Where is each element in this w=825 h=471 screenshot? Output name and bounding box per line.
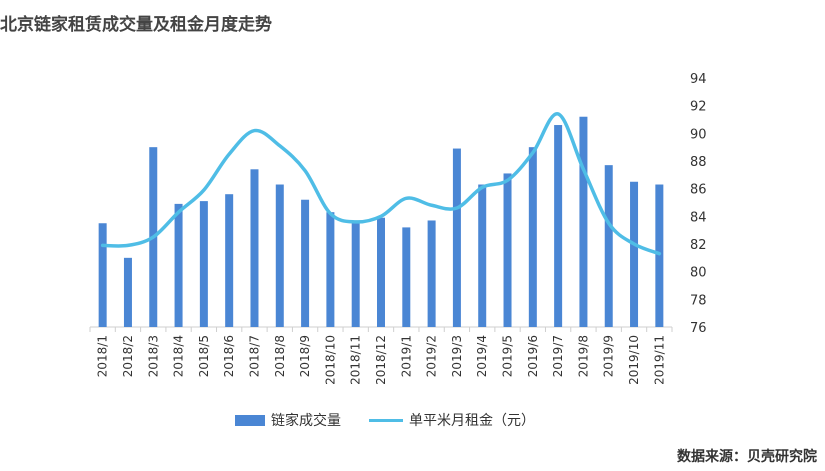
bar-2018/5 bbox=[199, 201, 208, 327]
y-tick-label-94: 94 bbox=[690, 72, 707, 87]
legend-item-bar: 链家成交量 bbox=[235, 410, 341, 430]
bar-2018/8 bbox=[275, 184, 284, 327]
x-tick-label-2019/1: 2019/1 bbox=[399, 335, 413, 377]
x-tick-label-2018/2: 2018/2 bbox=[121, 335, 135, 377]
bar-2018/12 bbox=[377, 217, 385, 327]
bar-2019/5 bbox=[503, 173, 512, 327]
bar-2018/2 bbox=[123, 257, 132, 327]
bar-2018/6 bbox=[225, 194, 234, 327]
bar-2018/4 bbox=[174, 203, 183, 327]
y-tick-label-84: 84 bbox=[690, 210, 707, 225]
x-tick-label-2019/11: 2019/11 bbox=[652, 335, 666, 385]
bar-2018/1 bbox=[98, 223, 107, 327]
legend-item-line: 单平米月租金（元） bbox=[369, 410, 535, 430]
legend-line-swatch bbox=[369, 418, 403, 422]
legend: 链家成交量 单平米月租金（元） bbox=[235, 410, 563, 430]
bar-2019/8 bbox=[579, 116, 588, 327]
x-tick-label-2019/5: 2019/5 bbox=[501, 335, 515, 377]
bar-2018/9 bbox=[301, 199, 310, 327]
bar-2019/6 bbox=[528, 147, 537, 327]
legend-line-label: 单平米月租金（元） bbox=[409, 413, 535, 429]
x-tick-label-2018/8: 2018/8 bbox=[273, 335, 287, 377]
x-tick-label-2019/8: 2019/8 bbox=[576, 335, 590, 377]
bar-2018/7 bbox=[250, 169, 259, 327]
x-tick-label-2018/12: 2018/12 bbox=[374, 335, 388, 385]
y-tick-label-88: 88 bbox=[690, 155, 707, 170]
x-tick-label-2018/4: 2018/4 bbox=[172, 335, 186, 377]
x-tick-label-2019/4: 2019/4 bbox=[475, 335, 489, 377]
x-tick-label-2018/9: 2018/9 bbox=[298, 335, 312, 377]
x-tick-label-2019/3: 2019/3 bbox=[450, 335, 464, 377]
x-tick-label-2018/1: 2018/1 bbox=[96, 335, 110, 377]
x-tick-label-2019/6: 2019/6 bbox=[526, 335, 540, 377]
y-tick-label-82: 82 bbox=[690, 238, 707, 253]
bar-2018/10 bbox=[326, 212, 335, 327]
y-tick-label-76: 76 bbox=[690, 321, 707, 336]
x-tick-label-2018/7: 2018/7 bbox=[247, 335, 261, 377]
chart-title: 北京链家租赁成交量及租金月度走势 bbox=[0, 15, 272, 35]
bar-2019/10 bbox=[630, 181, 639, 327]
x-tick-label-2018/5: 2018/5 bbox=[197, 335, 211, 377]
legend-bar-label: 链家成交量 bbox=[271, 413, 341, 429]
bar-2019/9 bbox=[604, 165, 613, 327]
y-tick-label-92: 92 bbox=[690, 100, 707, 115]
x-tick-label-2019/2: 2019/2 bbox=[425, 335, 439, 377]
bar-2019/3 bbox=[452, 148, 461, 327]
bar-2019/11 bbox=[655, 184, 664, 327]
y-tick-label-86: 86 bbox=[690, 183, 707, 198]
x-tick-label-2018/11: 2018/11 bbox=[349, 335, 363, 385]
y-tick-label-78: 78 bbox=[690, 293, 707, 308]
x-tick-label-2018/6: 2018/6 bbox=[222, 335, 236, 377]
bar-2018/11 bbox=[351, 221, 360, 327]
bar-2019/4 bbox=[478, 184, 487, 327]
x-tick-label-2019/7: 2019/7 bbox=[551, 335, 565, 377]
x-tick-label-2018/3: 2018/3 bbox=[146, 335, 160, 377]
source-note: 数据来源：贝壳研究院 bbox=[677, 449, 817, 465]
legend-bar-swatch bbox=[235, 414, 265, 426]
x-tick-label-2018/10: 2018/10 bbox=[323, 335, 337, 385]
y-tick-label-90: 90 bbox=[690, 127, 707, 142]
bar-2019/7 bbox=[554, 125, 563, 328]
y-tick-label-80: 80 bbox=[690, 266, 707, 281]
bar-2019/2 bbox=[427, 220, 436, 327]
x-tick-label-2019/10: 2019/10 bbox=[627, 335, 641, 385]
x-tick-label-2019/9: 2019/9 bbox=[602, 335, 616, 377]
bar-2019/1 bbox=[402, 227, 411, 327]
